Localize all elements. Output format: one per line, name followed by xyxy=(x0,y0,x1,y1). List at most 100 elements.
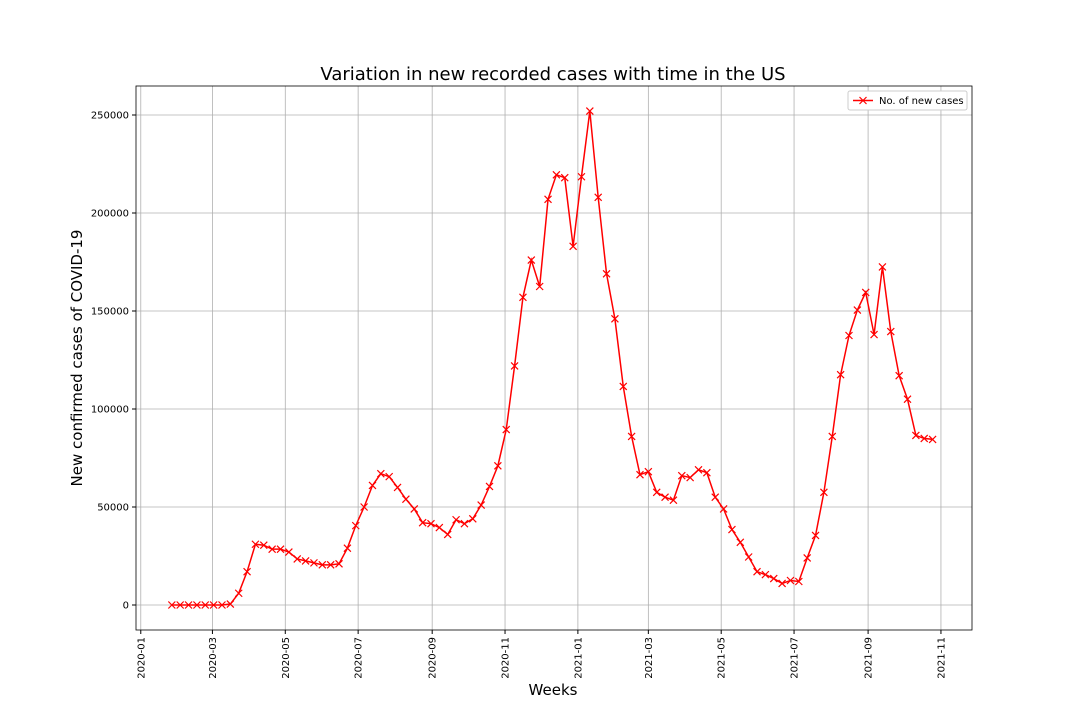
data-point xyxy=(502,425,511,434)
data-point xyxy=(360,503,369,511)
data-point xyxy=(585,107,594,116)
data-point xyxy=(226,600,235,608)
data-point xyxy=(711,493,720,502)
data-point xyxy=(861,288,870,297)
data-point xyxy=(677,471,686,480)
x-tick-label: 2021-07 xyxy=(790,637,801,679)
data-point xyxy=(493,461,502,470)
legend-box xyxy=(847,90,968,111)
data-point xyxy=(786,576,795,585)
data-point xyxy=(276,545,285,554)
data-point xyxy=(636,470,644,479)
data-point xyxy=(209,601,218,609)
data-point xyxy=(870,330,878,339)
series-line xyxy=(171,110,933,606)
data-point xyxy=(234,589,243,598)
data-point xyxy=(184,601,193,609)
data-point xyxy=(702,468,711,477)
data-point xyxy=(769,574,778,583)
data-point xyxy=(719,505,728,513)
data-point xyxy=(535,282,544,291)
data-point xyxy=(544,195,552,204)
legend-label: No. of new cases xyxy=(879,96,964,107)
data-point xyxy=(669,496,678,505)
data-point xyxy=(468,514,477,523)
data-point xyxy=(836,370,845,379)
data-point xyxy=(552,170,561,179)
data-point xyxy=(694,465,703,474)
data-point xyxy=(443,530,452,539)
x-tick-label: 2020-09 xyxy=(428,637,439,679)
data-point xyxy=(886,327,895,336)
chart-title: Variation in new recorded cases with tim… xyxy=(320,64,785,85)
data-point xyxy=(903,395,912,404)
x-tick-label: 2021-11 xyxy=(936,637,947,679)
data-point xyxy=(652,488,661,497)
data-point xyxy=(736,538,745,547)
data-point xyxy=(803,554,812,562)
data-point xyxy=(594,193,603,202)
data-point xyxy=(326,560,335,569)
y-tick-label: 50000 xyxy=(97,503,129,514)
data-point xyxy=(401,495,410,504)
x-tick-label: 2020-11 xyxy=(501,637,512,679)
data-point xyxy=(644,467,653,476)
data-point xyxy=(728,525,736,534)
data-point xyxy=(794,577,803,586)
data-point xyxy=(853,306,862,314)
data-point xyxy=(343,544,352,553)
data-point xyxy=(192,601,201,609)
data-point xyxy=(251,540,260,549)
data-point xyxy=(310,558,318,567)
x-tick-label: 2021-01 xyxy=(573,637,584,679)
data-point xyxy=(460,519,469,528)
data-point xyxy=(410,505,419,513)
data-point xyxy=(385,472,394,481)
data-point xyxy=(778,579,787,588)
x-tick-label: 2020-07 xyxy=(354,637,365,679)
data-point xyxy=(761,570,770,579)
data-point xyxy=(376,469,385,478)
data-point xyxy=(819,488,828,497)
data-point xyxy=(828,432,837,441)
data-point xyxy=(878,262,887,271)
y-tick-label: 250000 xyxy=(91,111,129,122)
x-tick-label: 2021-05 xyxy=(717,637,728,679)
data-point xyxy=(661,493,669,502)
data-point xyxy=(527,256,536,264)
data-point xyxy=(427,519,435,528)
data-point xyxy=(301,556,310,565)
data-point xyxy=(744,553,753,561)
data-point xyxy=(895,371,904,380)
data-point xyxy=(485,482,494,491)
data-point xyxy=(218,601,226,609)
data-point xyxy=(569,242,578,251)
y-tick-label: 200000 xyxy=(91,209,129,220)
data-point xyxy=(368,481,377,490)
data-point xyxy=(920,434,929,443)
plot-frame xyxy=(135,85,973,631)
data-point xyxy=(619,382,628,391)
y-axis-label: New confirmed cases of COVID-19 xyxy=(68,230,86,487)
data-point xyxy=(259,541,268,550)
data-point xyxy=(519,293,527,302)
data-point xyxy=(928,435,937,444)
data-point xyxy=(268,545,277,554)
x-tick-label: 2020-05 xyxy=(281,637,292,679)
data-point xyxy=(418,518,427,527)
data-point xyxy=(610,314,619,323)
data-point xyxy=(577,172,586,181)
data-point xyxy=(243,567,251,576)
data-point xyxy=(201,601,210,609)
data-point xyxy=(293,555,302,563)
data-point xyxy=(811,531,820,540)
x-tick-label: 2020-03 xyxy=(208,637,219,679)
data-point xyxy=(318,560,327,569)
x-tick-label: 2021-09 xyxy=(864,637,875,679)
data-point xyxy=(845,331,853,340)
data-point xyxy=(335,559,343,568)
data-point xyxy=(393,483,402,492)
data-point xyxy=(176,601,185,609)
x-tick-label: 2020-01 xyxy=(136,637,147,679)
